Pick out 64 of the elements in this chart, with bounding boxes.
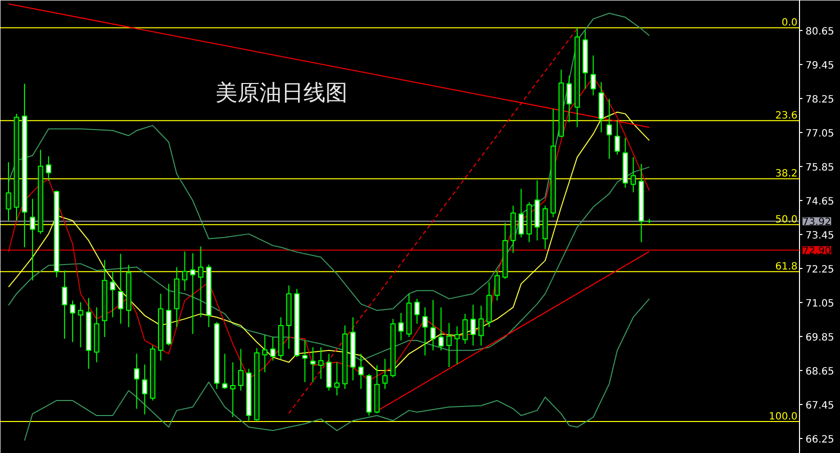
candlestick (422, 306, 428, 356)
text: 美原油日线图 (216, 80, 348, 105)
candlestick (262, 334, 268, 373)
candlestick (566, 75, 572, 123)
candlestick (398, 312, 404, 341)
y-tick-label: 72.25 (806, 264, 834, 276)
candlestick (358, 353, 364, 390)
candlestick (70, 300, 76, 343)
candlestick (590, 54, 596, 96)
y-tick-label: 78.25 (806, 94, 834, 106)
candlestick (446, 322, 452, 368)
y-tick-label: 69.85 (806, 332, 834, 344)
candlestick (518, 188, 524, 238)
y-tick-label: 73.45 (806, 230, 834, 242)
candlestick (270, 336, 276, 362)
y-tick-label: 80.65 (806, 26, 834, 38)
annotation: 38.2 (775, 168, 798, 180)
ref-line-label: 73.92 (802, 217, 832, 228)
annotation: 61.8 (775, 262, 798, 273)
candlestick (318, 346, 324, 380)
candlestick (430, 299, 436, 351)
candlestick (382, 358, 388, 390)
y-tick-label: 75.85 (806, 162, 834, 174)
candlestick (182, 251, 188, 292)
y-tick-label: 71.05 (806, 298, 834, 310)
candlestick (222, 353, 228, 390)
candlestick (614, 120, 620, 156)
line-series (8, 166, 650, 362)
candlestick (414, 298, 420, 324)
candlestick (46, 156, 52, 182)
candlestick (6, 162, 12, 222)
candlestick (494, 270, 500, 302)
candlestick (230, 362, 236, 418)
line-series (24, 298, 650, 441)
candlestick (454, 326, 460, 364)
candlestick (142, 364, 148, 415)
candlestick (310, 346, 316, 383)
y-tick-label: 77.05 (806, 128, 834, 140)
candlestick (334, 362, 340, 396)
candlestick (110, 270, 116, 318)
candlestick (462, 313, 468, 344)
candlestick (438, 306, 444, 351)
candlestick (302, 340, 308, 383)
candlestick (198, 246, 204, 318)
y-tick-label: 66.25 (806, 434, 834, 446)
candlestick (238, 348, 244, 392)
y-tick-label: 74.65 (806, 196, 834, 208)
annotation: 0.0 (782, 18, 798, 29)
candlestick (606, 98, 612, 160)
candlestick (134, 353, 140, 410)
candlestick (478, 305, 484, 346)
y-tick-label: 67.45 (806, 400, 834, 412)
candlestick (190, 252, 196, 334)
y-tick-label: 79.45 (806, 60, 834, 72)
candlestick (30, 198, 36, 281)
line-series (8, 12, 650, 311)
candlestick (78, 302, 84, 348)
candlestick (630, 156, 636, 193)
annotation: 100.0 (768, 411, 798, 422)
candlestick (470, 304, 476, 346)
annotation: 23.6 (775, 110, 798, 122)
y-tick-label: 68.65 (806, 366, 834, 378)
candlestick (118, 253, 124, 324)
candlestick (62, 270, 68, 340)
